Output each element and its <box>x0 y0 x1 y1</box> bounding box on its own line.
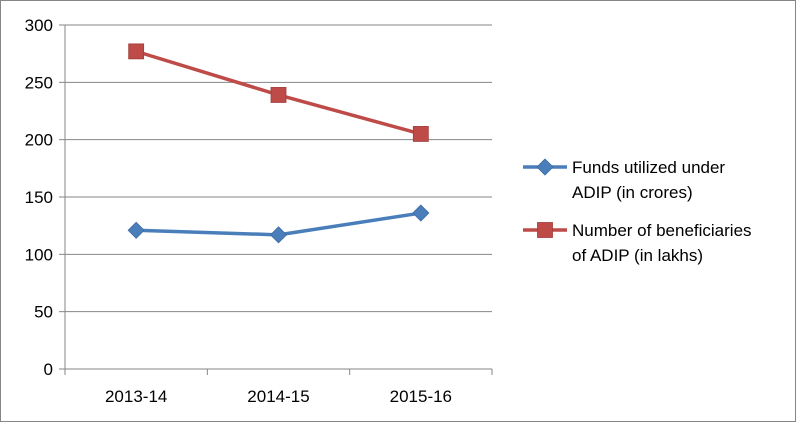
legend-label: Funds utilized under <box>572 158 725 177</box>
series-lines <box>127 43 430 244</box>
legend-label: Number of beneficiaries <box>572 221 752 240</box>
y-tick-label: 0 <box>44 360 53 379</box>
data-point-marker <box>412 204 430 222</box>
y-tick-label: 50 <box>34 303 53 322</box>
legend-entry-1: Funds utilized under ADIP (in crores) <box>523 158 725 202</box>
data-point-marker <box>128 43 145 60</box>
y-tick-label: 200 <box>25 131 53 150</box>
series-2 <box>128 43 429 142</box>
legend-entry-2: Number of beneficiaries of ADIP (in lakhs… <box>523 221 752 265</box>
legend-marker <box>536 158 554 176</box>
series-1 <box>127 204 430 244</box>
y-tick-label: 300 <box>25 16 53 35</box>
x-tick-label: 2015-16 <box>390 387 452 406</box>
y-tick-labels: 0 50 100 150 200 250 300 <box>25 16 53 379</box>
y-tick-label: 250 <box>25 73 53 92</box>
legend-label: ADIP (in crores) <box>572 183 693 202</box>
legend: Funds utilized under ADIP (in crores) Numb… <box>523 158 752 265</box>
y-tick-label: 150 <box>25 188 53 207</box>
data-point-marker <box>269 226 288 244</box>
data-point-marker <box>270 87 287 103</box>
x-tick-label: 2013-14 <box>105 387 167 406</box>
legend-label: of ADIP (in lakhs) <box>572 246 703 265</box>
x-tick-labels: 2013-14 2014-15 2015-16 <box>105 387 452 406</box>
y-tick-label: 100 <box>25 245 53 264</box>
gridlines <box>59 24 493 375</box>
data-point-marker <box>412 126 429 142</box>
data-point-marker <box>127 221 145 239</box>
x-tick-label: 2014-15 <box>247 387 309 406</box>
legend-marker <box>537 222 553 238</box>
axes <box>64 25 492 370</box>
